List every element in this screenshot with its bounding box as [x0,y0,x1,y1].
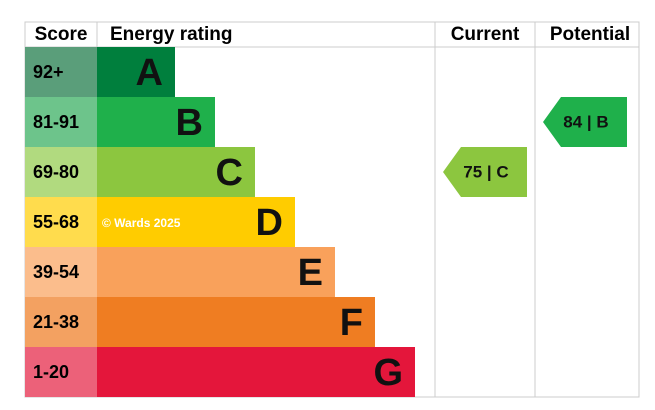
rating-bar [97,247,335,297]
score-cell [25,297,97,347]
score-cell [25,147,97,197]
header-rating: Energy rating [110,24,232,45]
potential-label: 84 | B [563,112,608,131]
rating-letter: B [176,102,203,144]
rating-bar [97,47,175,97]
score-cell [25,347,97,397]
header-current: Current [451,24,520,45]
score-cell [25,97,97,147]
score-cell [25,47,97,97]
rating-bar [97,347,415,397]
score-label: 39-54 [33,262,79,282]
score-label: 69-80 [33,162,79,182]
score-label: 81-91 [33,112,79,132]
rating-bar [97,147,255,197]
score-label: 55-68 [33,212,79,232]
header-score: Score [35,24,88,45]
rating-letter: D [256,202,283,244]
rating-bar [97,97,215,147]
score-label: 92+ [33,62,64,82]
current-label: 75 | C [463,162,508,181]
watermark: © Wards 2025 [102,216,181,230]
rating-letter: G [373,352,403,394]
score-label: 1-20 [33,362,69,382]
header-potential: Potential [550,24,630,45]
rating-bar [97,297,375,347]
score-label: 21-38 [33,312,79,332]
score-cell [25,197,97,247]
rating-bar [97,197,295,247]
rating-letter: A [136,52,163,94]
rating-letter: F [340,302,363,344]
score-cell [25,247,97,297]
current-arrow [443,147,527,197]
rating-letter: C [216,152,243,194]
rating-letter: E [298,252,323,294]
potential-arrow [543,97,627,147]
